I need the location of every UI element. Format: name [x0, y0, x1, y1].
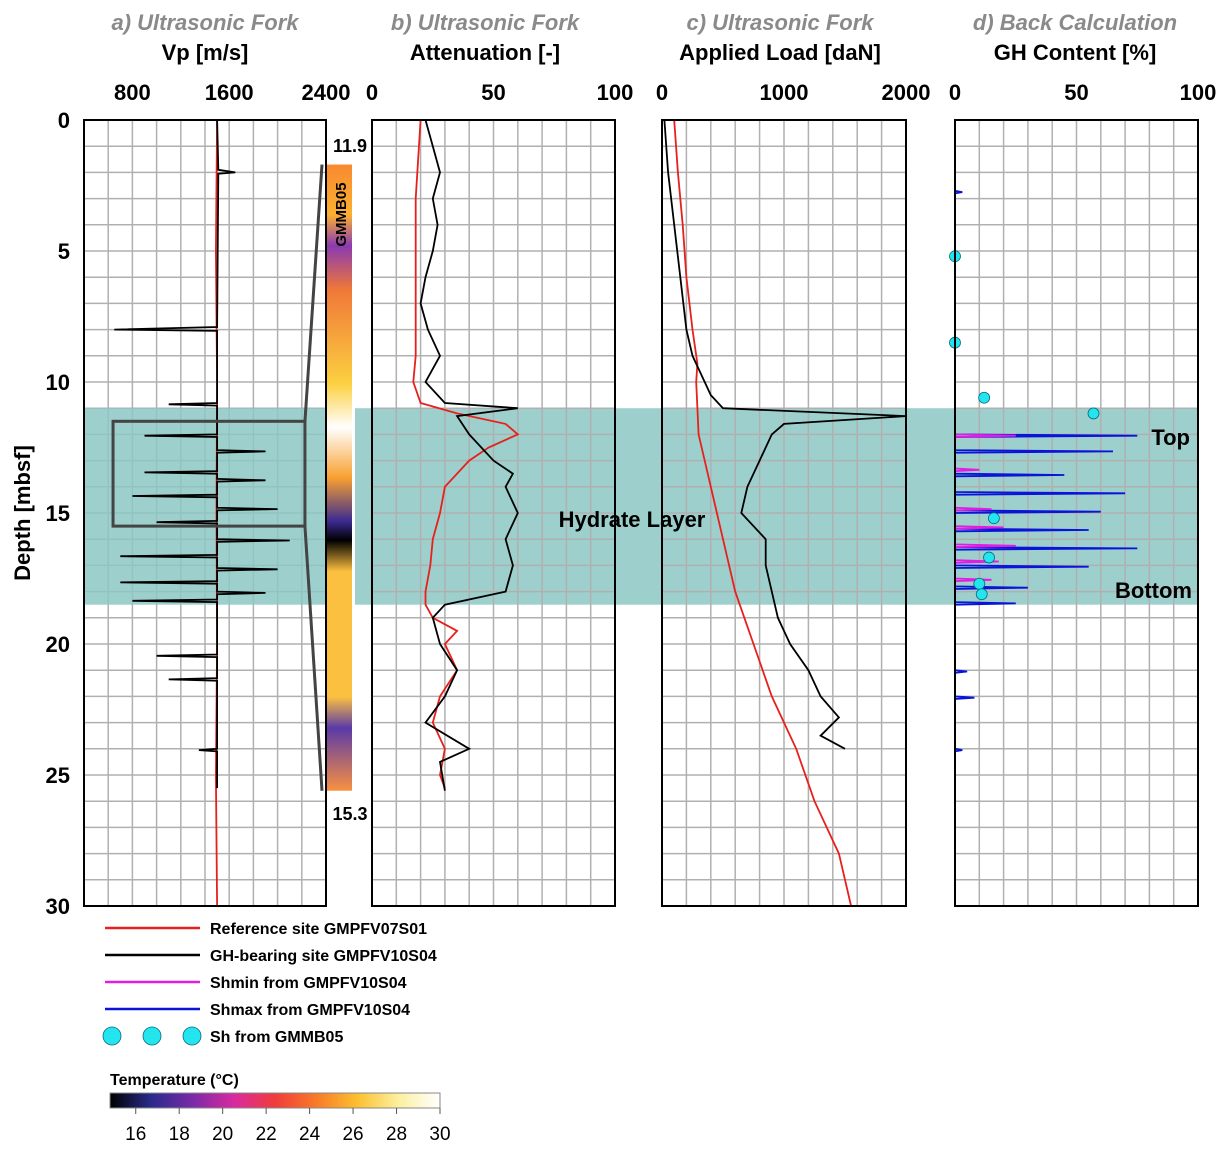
zoom-connector	[303, 526, 324, 791]
x-tick-label: 0	[656, 80, 668, 105]
colorbar-tick-label: 20	[212, 1124, 233, 1145]
x-tick-label: 50	[1064, 80, 1088, 105]
profile-line	[114, 119, 290, 789]
colorbar-tick-label: 30	[429, 1124, 450, 1145]
y-tick-label: 15	[46, 501, 70, 526]
y-tick-label: 30	[46, 894, 70, 919]
panel-title: d) Back Calculation	[973, 10, 1177, 35]
x-tick-label: 0	[366, 80, 378, 105]
axis-label: Applied Load [daN]	[679, 40, 881, 65]
profile-line	[663, 119, 907, 750]
axis-label: Attenuation [-]	[410, 40, 560, 65]
legend-label: Reference site GMPFV07S01	[210, 921, 427, 938]
x-tick-label: 2000	[882, 80, 931, 105]
sh-point	[973, 577, 986, 590]
sh-point	[975, 588, 988, 601]
sh-point	[978, 391, 991, 404]
panel-frame	[954, 119, 1199, 907]
colorbar-tick-label: 22	[256, 1124, 277, 1145]
y-tick-label: 25	[46, 763, 70, 788]
zoom-box	[111, 419, 307, 528]
colorbar-tick-label: 24	[299, 1124, 321, 1145]
panel-frame	[661, 119, 907, 907]
colorbar-tick-label: 16	[125, 1124, 146, 1145]
sh-point	[987, 512, 1000, 525]
core-label: GMMB05	[333, 182, 350, 246]
profile-line	[419, 119, 519, 791]
hydrate-band	[355, 408, 1198, 605]
y-tick-label: 20	[46, 632, 70, 657]
hydrate-band	[84, 408, 326, 605]
x-tick-label: 800	[114, 80, 151, 105]
profile-line	[412, 119, 520, 789]
core-bottom-label: 15.3	[332, 804, 367, 824]
core-image	[327, 164, 352, 791]
x-tick-label: 100	[597, 80, 634, 105]
profile-line	[673, 119, 852, 907]
legend-label: Shmin from GMPFV10S04	[210, 975, 407, 992]
x-tick-label: 1600	[205, 80, 254, 105]
legend-label: Sh from GMMB05	[210, 1029, 343, 1046]
colorbar-tick-label: 28	[386, 1124, 407, 1145]
x-tick-label: 100	[1180, 80, 1217, 105]
bottom-label: Bottom	[1115, 578, 1192, 603]
colorbar	[109, 1092, 441, 1109]
y-tick-label: 0	[58, 108, 70, 133]
legend-marker	[142, 1026, 162, 1046]
core-top-label: 11.9	[333, 136, 367, 156]
sh-point	[983, 551, 995, 564]
zoom-connector	[303, 164, 324, 422]
x-tick-label: 0	[949, 80, 961, 105]
panel-frame	[83, 119, 327, 907]
sh-point	[1087, 407, 1100, 420]
band-layer	[84, 408, 1198, 605]
colorbar-title: Temperature (°C)	[110, 1072, 239, 1089]
colorbar-tick-label: 18	[169, 1124, 190, 1145]
x-tick-label: 2400	[302, 80, 351, 105]
legend-label: Shmax from GMPFV10S04	[210, 1002, 410, 1019]
x-tick-label: 50	[481, 80, 505, 105]
panel-frame	[371, 119, 616, 907]
depth-axis-label: Depth [mbsf]	[10, 445, 35, 581]
top-label: Top	[1151, 425, 1190, 450]
y-tick-label: 10	[46, 370, 70, 395]
hydrate-label: Hydrate Layer	[559, 507, 706, 532]
x-tick-label: 1000	[760, 80, 809, 105]
panel-title: a) Ultrasonic Fork	[111, 10, 300, 35]
colorbar-tick-label: 26	[342, 1124, 363, 1145]
legend-marker	[102, 1026, 122, 1046]
legend-label: GH-bearing site GMPFV10S04	[210, 948, 437, 965]
axis-label: GH Content [%]	[994, 40, 1157, 65]
legend-marker	[182, 1026, 202, 1046]
panel-title: b) Ultrasonic Fork	[391, 10, 581, 35]
y-tick-label: 5	[58, 239, 70, 264]
axis-label: Vp [m/s]	[162, 40, 249, 65]
panel-title: c) Ultrasonic Fork	[686, 10, 875, 35]
